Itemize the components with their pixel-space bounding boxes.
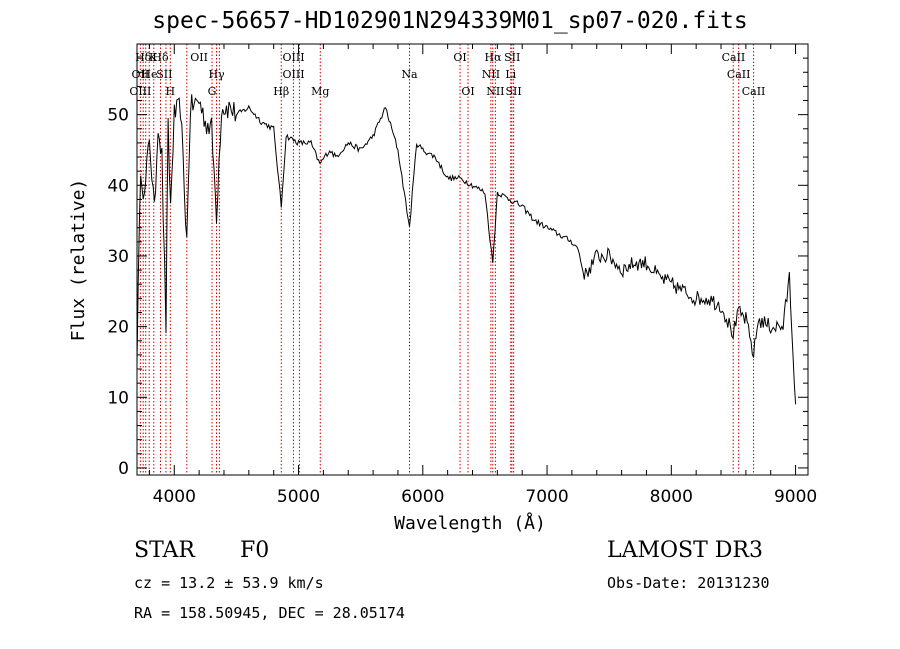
line-id-label: OIII xyxy=(129,85,151,98)
x-tick-label: 4000 xyxy=(153,487,196,507)
line-id-label: NII xyxy=(482,68,500,81)
line-id-label: Hα xyxy=(484,51,502,64)
y-axis-label: Flux (relative) xyxy=(68,179,89,342)
x-tick-label: 9000 xyxy=(774,487,817,507)
line-id-label: Hγ xyxy=(208,68,225,81)
x-tick-label: 7000 xyxy=(525,487,568,507)
line-id-label: OII xyxy=(131,68,149,81)
x-axis: 4000 5000 6000 7000 8000 9000 xyxy=(148,44,817,507)
x-tick-label: 8000 xyxy=(650,487,693,507)
line-id-label: He xyxy=(141,68,157,81)
y-tick-label: 50 xyxy=(107,106,129,126)
line-id-label: Mg xyxy=(311,85,329,98)
line-id-label: H xyxy=(166,85,176,98)
chart-title: spec-56657-HD102901N294339M01_sp07-020.f… xyxy=(152,8,748,34)
line-id-label: OI xyxy=(461,85,474,98)
line-id-label: Hβ xyxy=(273,85,289,98)
line-id-label: OIII xyxy=(283,51,305,64)
y-tick-label: 30 xyxy=(107,247,129,267)
y-tick-label: 40 xyxy=(107,176,129,196)
object-type: STAR xyxy=(134,538,195,563)
y-tick-label: 10 xyxy=(107,388,129,408)
x-tick-label: 5000 xyxy=(277,487,320,507)
observation-date: Obs-Date: 20131230 xyxy=(607,574,770,592)
line-marker-group xyxy=(139,44,755,475)
line-id-label: Li xyxy=(505,68,516,81)
redshift-value: cz = 13.2 ± 53.9 km/s xyxy=(134,574,324,592)
line-id-label: Na xyxy=(401,68,418,81)
plot-frame xyxy=(136,43,809,476)
line-id-label: CaII xyxy=(727,68,751,81)
survey-name: LAMOST DR3 xyxy=(607,538,763,563)
line-id-label: SII xyxy=(504,51,520,64)
line-id-label: OII xyxy=(190,51,208,64)
line-id-label: Hδ xyxy=(135,51,152,64)
y-tick-label: 0 xyxy=(118,459,129,479)
line-id-label: K xyxy=(149,51,158,64)
line-id-label: Hδ xyxy=(152,51,169,64)
line-id-label: CaII xyxy=(742,85,766,98)
line-id-label: SII xyxy=(156,68,172,81)
x-tick-label: 6000 xyxy=(401,487,444,507)
y-axis: 0 10 20 30 40 50 xyxy=(107,57,808,479)
y-tick-label: 20 xyxy=(107,318,129,338)
line-id-label: SII xyxy=(506,85,522,98)
line-id-label: OI xyxy=(453,51,466,64)
line-id-label: OIII xyxy=(283,68,305,81)
line-id-label: G xyxy=(208,85,217,98)
coordinates: RA = 158.50945, DEC = 28.05174 xyxy=(134,604,405,622)
x-axis-label: Wavelength (Å) xyxy=(394,512,546,534)
spectral-subclass: F0 xyxy=(240,538,270,563)
spectrum-line xyxy=(136,94,797,405)
line-id-label: CaII xyxy=(722,51,746,64)
line-id-label: NII xyxy=(486,85,504,98)
